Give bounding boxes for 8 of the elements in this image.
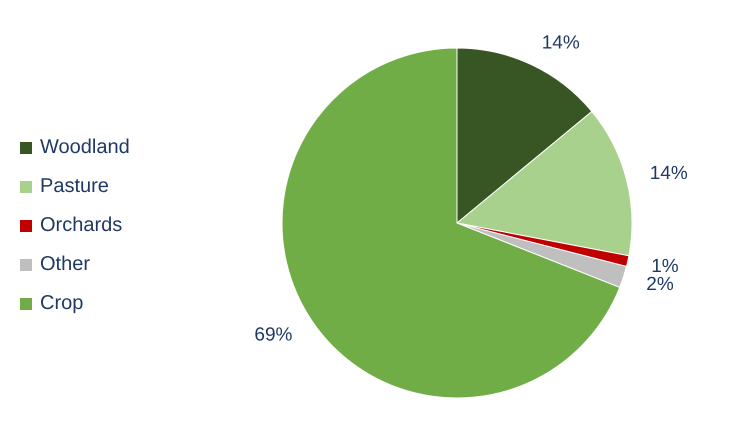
- data-label: 14%: [650, 163, 688, 184]
- legend-label: Woodland: [40, 136, 130, 159]
- legend-label: Pasture: [40, 175, 109, 198]
- data-label: 14%: [542, 32, 580, 54]
- legend-label: Other: [40, 253, 90, 276]
- legend-label: Orchards: [40, 214, 122, 237]
- data-label: 69%: [254, 324, 293, 346]
- legend-label: Crop: [40, 292, 84, 315]
